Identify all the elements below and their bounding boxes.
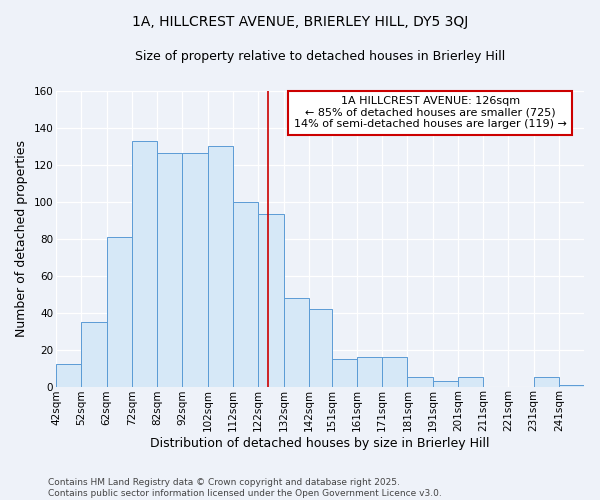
Bar bbox=[82, 322, 107, 386]
Title: Size of property relative to detached houses in Brierley Hill: Size of property relative to detached ho… bbox=[135, 50, 505, 63]
Bar bbox=[182, 154, 208, 386]
Bar bbox=[56, 364, 82, 386]
Bar bbox=[534, 378, 559, 386]
Bar bbox=[309, 309, 332, 386]
Bar bbox=[107, 236, 132, 386]
Bar bbox=[559, 384, 584, 386]
Bar bbox=[284, 298, 309, 386]
X-axis label: Distribution of detached houses by size in Brierley Hill: Distribution of detached houses by size … bbox=[151, 437, 490, 450]
Text: Contains HM Land Registry data © Crown copyright and database right 2025.
Contai: Contains HM Land Registry data © Crown c… bbox=[48, 478, 442, 498]
Bar bbox=[433, 381, 458, 386]
Bar bbox=[233, 202, 258, 386]
Y-axis label: Number of detached properties: Number of detached properties bbox=[15, 140, 28, 337]
Bar bbox=[258, 214, 284, 386]
Bar bbox=[132, 140, 157, 386]
Text: 1A, HILLCREST AVENUE, BRIERLEY HILL, DY5 3QJ: 1A, HILLCREST AVENUE, BRIERLEY HILL, DY5… bbox=[132, 15, 468, 29]
Bar bbox=[332, 359, 357, 386]
Bar bbox=[208, 146, 233, 386]
Bar bbox=[357, 357, 382, 386]
Bar bbox=[407, 378, 433, 386]
Bar bbox=[157, 154, 182, 386]
Text: 1A HILLCREST AVENUE: 126sqm
← 85% of detached houses are smaller (725)
14% of se: 1A HILLCREST AVENUE: 126sqm ← 85% of det… bbox=[293, 96, 566, 130]
Bar bbox=[458, 378, 483, 386]
Bar bbox=[382, 357, 407, 386]
